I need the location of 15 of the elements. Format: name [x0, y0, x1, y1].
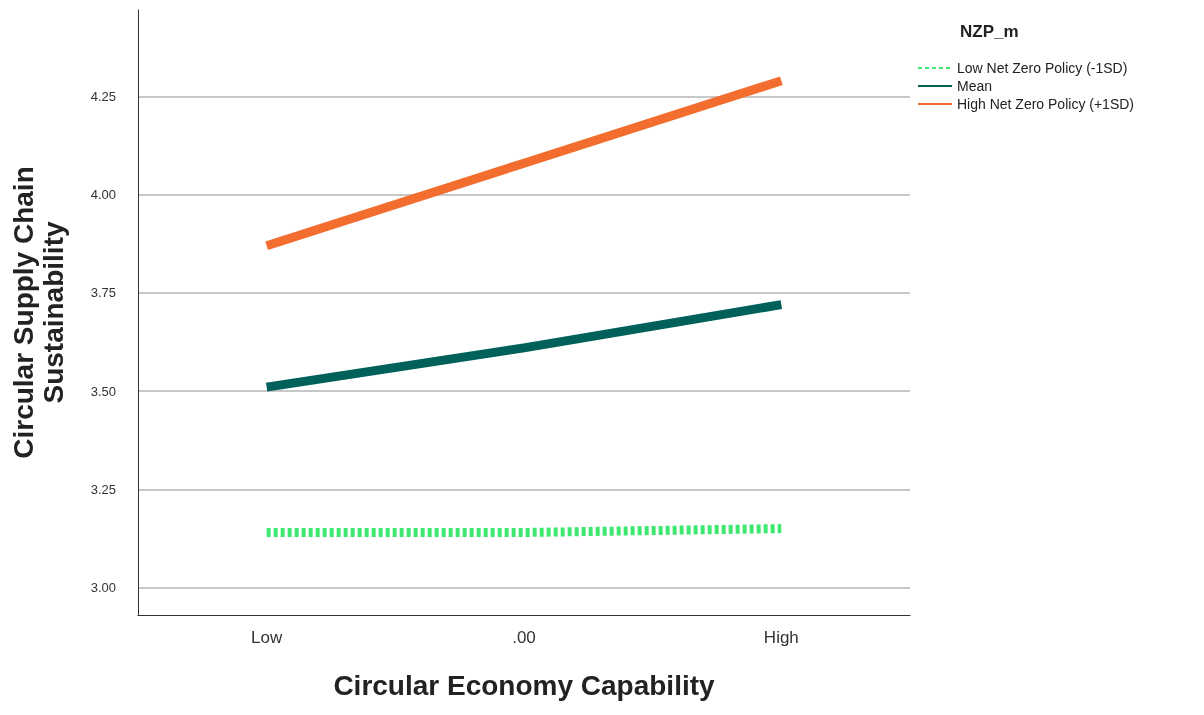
- y-tick-label: 3.75: [90, 285, 116, 301]
- y-tick-label: 3.50: [90, 383, 116, 399]
- y-tick-label: 3.00: [90, 580, 116, 595]
- legend-title: NZP_m: [960, 22, 1019, 41]
- x-tick-label: Low: [251, 628, 283, 647]
- legend-label: High Net Zero Policy (+1SD): [957, 96, 1135, 112]
- y-axis-title: Circular Supply Chain Sustainability: [7, 166, 69, 459]
- x-tick-label: High: [763, 628, 799, 647]
- legend-label: Low Net Zero Policy (-1SD): [957, 60, 1128, 76]
- y-tick-label: 4.25: [90, 88, 116, 104]
- legend-label: Mean: [957, 78, 993, 94]
- y-tick-label: 3.25: [90, 481, 116, 497]
- x-tick-label: .00: [512, 628, 536, 647]
- y-tick-label: 4.00: [90, 187, 116, 203]
- x-axis-title: Circular Economy Capability: [333, 669, 716, 701]
